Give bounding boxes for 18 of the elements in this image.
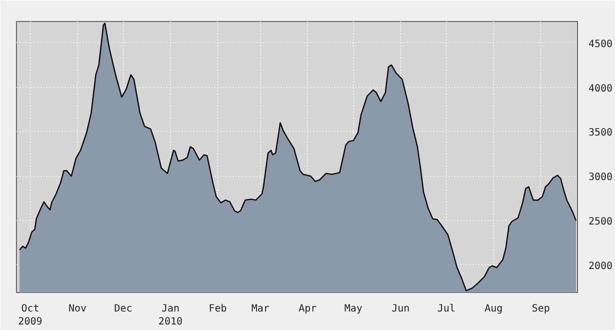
x-tick-label: Sep — [532, 304, 550, 314]
x-tick-label: Nov — [68, 304, 87, 314]
y-tick-label: 3000 — [588, 172, 613, 184]
x-tick-label: Jun — [392, 304, 410, 314]
y-tick-label: 4500 — [588, 38, 613, 50]
y-tick-label: 2000 — [588, 260, 613, 272]
x-tick-label: Feb — [208, 304, 227, 314]
y-tick-label: 2500 — [588, 216, 613, 228]
y-tick-label: 3500 — [588, 128, 613, 139]
x-tick-label: Aug — [484, 304, 503, 314]
x-tick-label: Dec — [114, 304, 132, 314]
x-tick-label: Mar — [251, 304, 270, 314]
x-tick-label: Apr — [298, 304, 317, 314]
x-tick-label: Jan 2010 — [158, 304, 183, 328]
y-tick-label: 4000 — [588, 83, 613, 94]
x-tick-label: Jul — [437, 304, 456, 314]
x-tick-label: May — [344, 304, 362, 314]
x-tick-label: Oct 2009 — [18, 304, 42, 328]
